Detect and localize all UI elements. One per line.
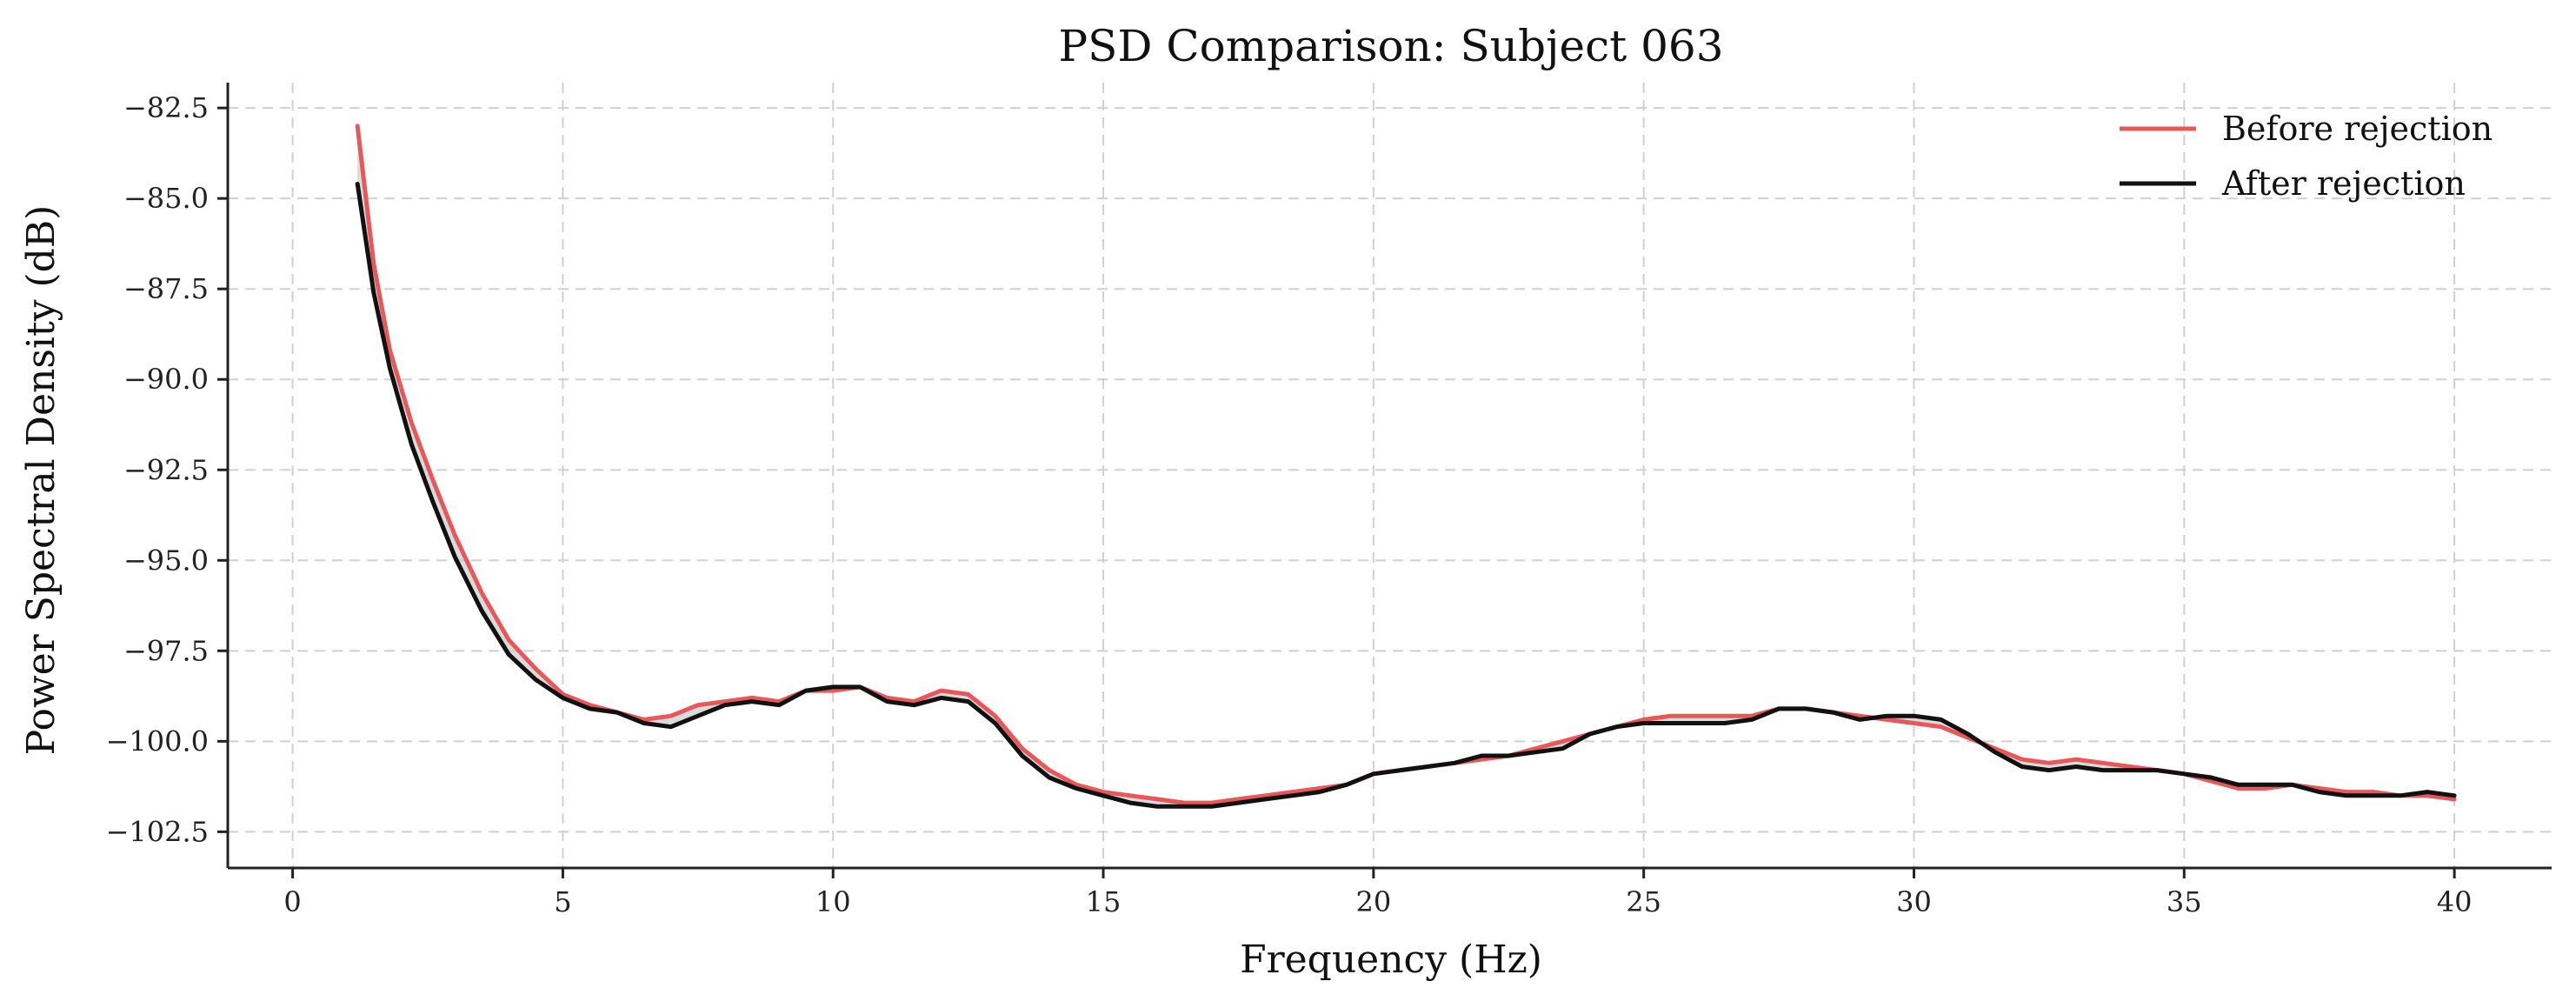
x-tick-label: 35 (2167, 885, 2202, 918)
y-tick-label: −92.5 (123, 453, 209, 486)
legend-label-before: Before rejection (2222, 110, 2493, 148)
x-tick-label: 5 (554, 885, 571, 918)
x-tick-label: 25 (1626, 885, 1661, 918)
legend-label-after: After rejection (2221, 164, 2466, 203)
series-line-before-rejection (355, 123, 2457, 805)
series-line-after-rejection (355, 182, 2457, 809)
y-tick-label: −87.5 (123, 272, 209, 305)
y-tick-label: −102.5 (106, 815, 209, 848)
x-tick-label: 30 (1896, 885, 1932, 918)
series-layer (355, 123, 2457, 809)
grid-layer (228, 83, 2552, 868)
fill-between-layer (357, 125, 2455, 807)
y-tick-label: −100.0 (106, 724, 209, 758)
y-tick-label: −97.5 (123, 634, 209, 667)
y-tick-label: −85.0 (123, 182, 209, 215)
y-axis-label: Power Spectral Density (dB) (19, 205, 63, 756)
fill-between-area (357, 125, 2455, 807)
x-axis-label: Frequency (Hz) (1240, 938, 1542, 982)
x-tick-label: 20 (1355, 885, 1391, 918)
axes-layer: 0 5 10 15 20 25 30 35 40 −82.5 −85.0 −87.5 −90.0 −92.… (106, 83, 2552, 918)
x-tick-label: 15 (1086, 885, 1122, 918)
x-tick-label: 0 (283, 885, 301, 918)
y-tick-label: −90.0 (123, 363, 209, 396)
y-tick-label: −95.0 (123, 544, 209, 577)
chart-title: PSD Comparison: Subject 063 (1058, 21, 1723, 71)
x-tick-label: 40 (2437, 885, 2473, 918)
y-tick-label: −82.5 (123, 91, 209, 124)
x-tick-label: 10 (815, 885, 851, 918)
legend: Before rejection After rejection (2120, 110, 2493, 203)
